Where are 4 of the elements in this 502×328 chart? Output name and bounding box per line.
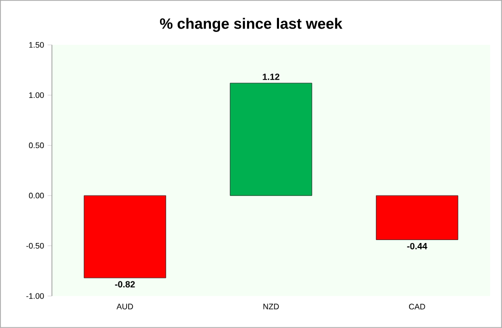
data-label: -0.44: [407, 242, 428, 250]
chart-title: % change since last week: [160, 18, 342, 32]
data-label: 1.12: [262, 74, 280, 80]
data-label: -0.82: [115, 281, 135, 288]
